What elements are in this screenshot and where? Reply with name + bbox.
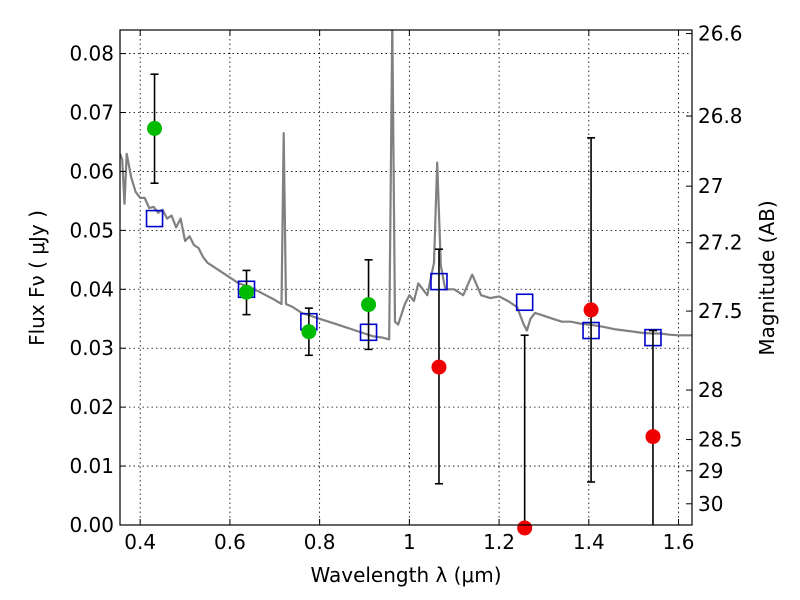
- observed-point: [431, 359, 447, 375]
- model-band-square: [515, 293, 534, 312]
- x-tick-label: 0.4: [124, 530, 156, 554]
- right-tick-label: 28.5: [698, 428, 743, 452]
- y-axis-label: Flux Fν ( μJy ): [25, 210, 49, 346]
- model-spectrum-line: [120, 30, 692, 341]
- y-tick-label: 0.00: [69, 513, 114, 537]
- observed-point: [361, 297, 377, 313]
- x-tick-label: 0.8: [304, 530, 336, 554]
- y-tick-label: 0.04: [69, 277, 114, 301]
- y-tick-label: 0.05: [69, 218, 114, 242]
- model-band-square: [145, 209, 164, 228]
- right-tick-label: 26.6: [698, 22, 743, 46]
- right-tick-label: 28: [698, 378, 723, 402]
- x-tick-label: 1.2: [483, 530, 515, 554]
- overflow-markers: [517, 520, 533, 536]
- right-axis-label: Magnitude (AB): [755, 200, 779, 355]
- observed-point: [239, 284, 255, 300]
- axes: 0.4 0.6 0.8 1 1.2 1.4 1.6 0.00 0.01 0.02 0.03 0.04 0…: [69, 22, 742, 554]
- x-axis-label: Wavelength λ (μm): [310, 563, 501, 587]
- plot-frame: [119, 29, 693, 526]
- y-tick-label: 0.08: [69, 42, 114, 66]
- plot-area: [120, 30, 692, 525]
- right-tick-label: 27: [698, 174, 723, 198]
- x-tick-label: 1.4: [573, 530, 605, 554]
- y-tick-label: 0.07: [69, 101, 114, 125]
- y-tick-label: 0.06: [69, 159, 114, 183]
- y-tick-label: 0.03: [69, 336, 114, 360]
- observed-point: [147, 120, 163, 136]
- right-tick-label: 26.8: [698, 104, 743, 128]
- y-tick-label: 0.01: [69, 454, 114, 478]
- observed-point: [517, 520, 533, 536]
- observed-point: [583, 302, 599, 318]
- observed-point: [301, 324, 317, 340]
- observed-point: [645, 429, 661, 445]
- x-tick-label: 1: [403, 530, 416, 554]
- right-tick-label: 27.2: [698, 231, 743, 255]
- x-tick-label: 1.6: [663, 530, 695, 554]
- right-tick-label: 29: [698, 459, 723, 483]
- y-tick-label: 0.02: [69, 395, 114, 419]
- right-tick-label: 27.5: [698, 299, 743, 323]
- right-tick-label: 30: [698, 492, 723, 516]
- grid: [120, 30, 692, 526]
- x-tick-label: 0.6: [214, 530, 246, 554]
